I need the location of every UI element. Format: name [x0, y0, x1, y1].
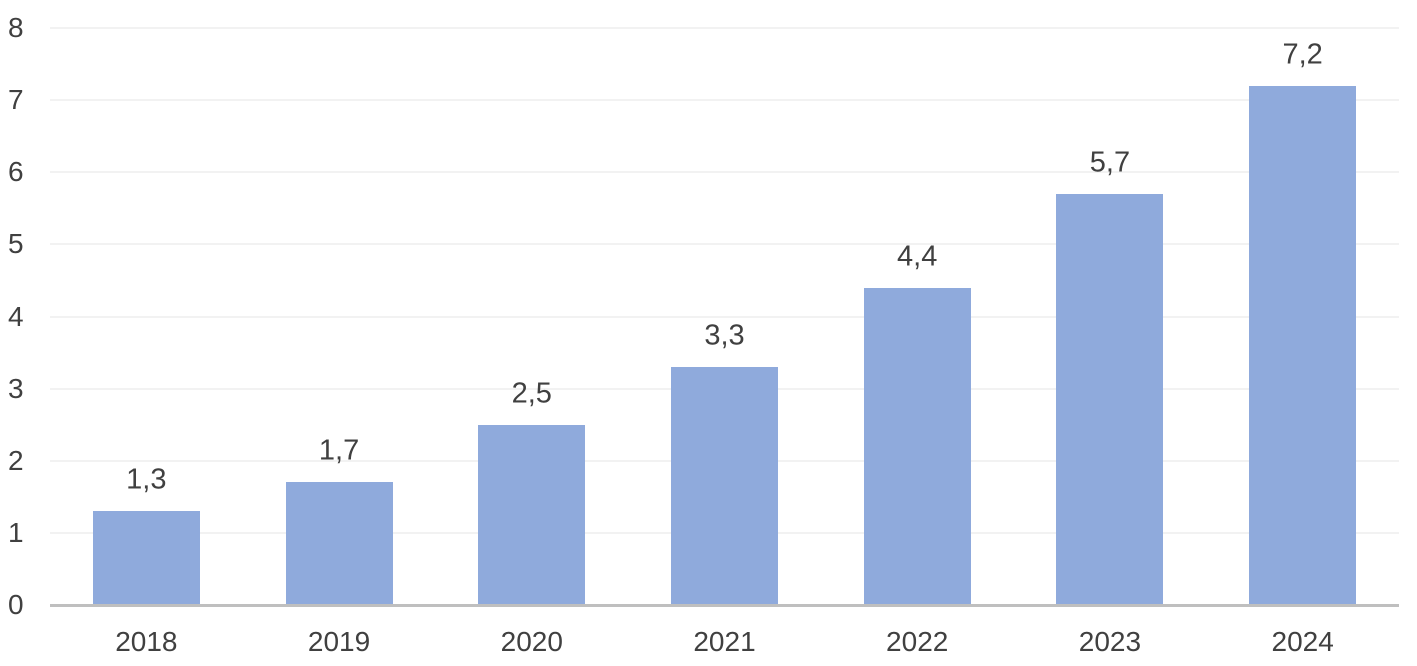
- data-label-2023: 5,7: [1089, 146, 1131, 179]
- x-axis-tick-2022: 2022: [886, 626, 949, 657]
- gridline-y8: [50, 27, 1399, 29]
- y-axis-tick-7: 7: [8, 84, 24, 116]
- y-axis-tick-5: 5: [8, 228, 24, 260]
- y-axis-tick-6: 6: [8, 156, 24, 188]
- bar-2018: [93, 511, 200, 605]
- x-axis-tick-2023: 2023: [1078, 626, 1142, 657]
- x-axis-tick-2020: 2020: [500, 626, 563, 657]
- x-axis-tick-2024: 2024: [1271, 626, 1334, 657]
- x-axis-line: [50, 604, 1399, 607]
- x-axis-tick-2018: 2018: [115, 626, 178, 657]
- y-axis-tick-3: 3: [8, 372, 24, 404]
- data-label-2024: 7,2: [1282, 38, 1323, 71]
- gridline-y4: [50, 315, 1399, 318]
- bar-2020: [478, 425, 585, 605]
- data-label-2018: 1,3: [126, 463, 167, 496]
- x-axis-tick-2021: 2021: [693, 626, 756, 657]
- data-label-2021: 3,3: [704, 319, 745, 352]
- y-axis-tick-0: 0: [8, 589, 24, 620]
- gridline-y6: [50, 171, 1399, 174]
- gridline-y7: [50, 99, 1399, 102]
- data-label-2019: 1,7: [318, 434, 360, 467]
- y-axis-tick-1: 1: [8, 516, 24, 548]
- bar-2024: [1249, 86, 1356, 605]
- x-axis-tick-2019: 2019: [307, 626, 371, 657]
- bar-2021: [671, 367, 778, 605]
- bar-2022: [864, 288, 971, 605]
- y-axis-tick-2: 2: [8, 444, 24, 476]
- data-label-2020: 2,5: [511, 377, 552, 410]
- bar-2019: [286, 482, 393, 605]
- data-label-2022: 4,4: [897, 240, 938, 273]
- gridline-y5: [50, 243, 1399, 246]
- y-axis-tick-4: 4: [8, 300, 24, 332]
- bar-2023: [1056, 194, 1163, 605]
- y-axis-tick-8: 8: [8, 12, 24, 43]
